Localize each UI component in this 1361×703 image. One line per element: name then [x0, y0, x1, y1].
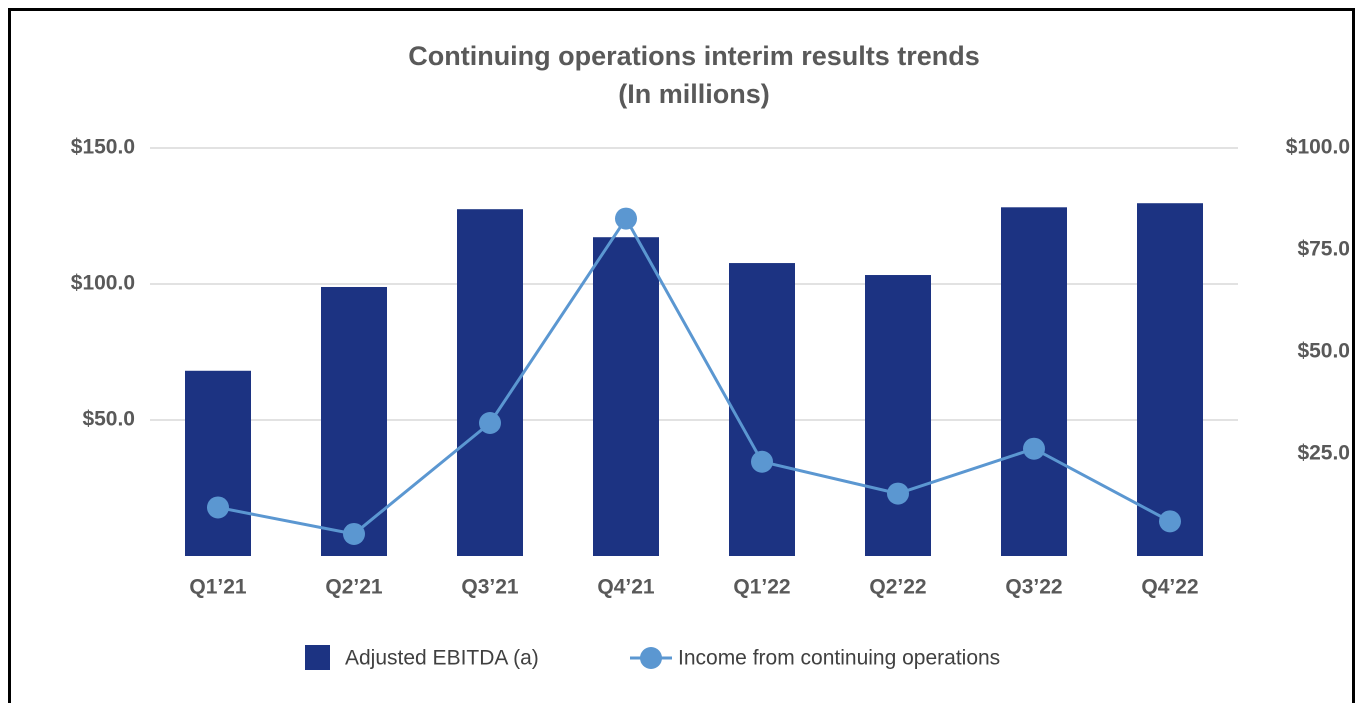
y-tick-label: $50.0: [82, 408, 135, 431]
line-marker: [615, 207, 637, 230]
line-marker: [887, 482, 909, 505]
line-marker: [207, 496, 229, 519]
bar: [593, 237, 659, 556]
line-marker: [343, 522, 365, 545]
x-tick-label: Q1’22: [733, 576, 790, 599]
line-marker: [1023, 437, 1045, 460]
y2-tick-label: $25.0: [1297, 442, 1350, 465]
legend-label: Adjusted EBITDA (a): [345, 647, 539, 670]
chart-subtitle: (In millions): [618, 79, 770, 109]
x-tick-label: Q4’21: [597, 576, 655, 599]
bar: [729, 263, 795, 556]
line-marker: [1159, 510, 1181, 533]
legend-swatch: [305, 645, 330, 670]
bar: [865, 275, 931, 556]
y2-tick-label: $100.0: [1286, 136, 1350, 159]
x-tick-label: Q4’22: [1141, 576, 1198, 599]
y-tick-label: $100.0: [71, 272, 135, 295]
y2-tick-label: $50.0: [1297, 340, 1350, 363]
y-tick-label: $150.0: [71, 136, 135, 159]
frame: [8, 8, 1355, 703]
chart-title: Continuing operations interim results tr…: [408, 41, 980, 71]
line-marker: [479, 411, 501, 434]
legend-swatch: [640, 647, 662, 669]
bar: [457, 209, 523, 556]
bar: [185, 370, 251, 556]
x-tick-label: Q1’21: [189, 576, 247, 599]
x-tick-label: Q3’21: [461, 576, 519, 599]
bar: [1137, 203, 1203, 556]
x-tick-label: Q2’21: [325, 576, 383, 599]
legend-label: Income from continuing operations: [678, 647, 1000, 670]
y2-tick-label: $75.0: [1297, 238, 1350, 261]
x-tick-label: Q3’22: [1005, 576, 1062, 599]
x-tick-label: Q2’22: [869, 576, 926, 599]
line-marker: [751, 450, 773, 473]
bar: [1001, 207, 1067, 556]
line: [217, 215, 1171, 536]
bar: [321, 286, 387, 556]
